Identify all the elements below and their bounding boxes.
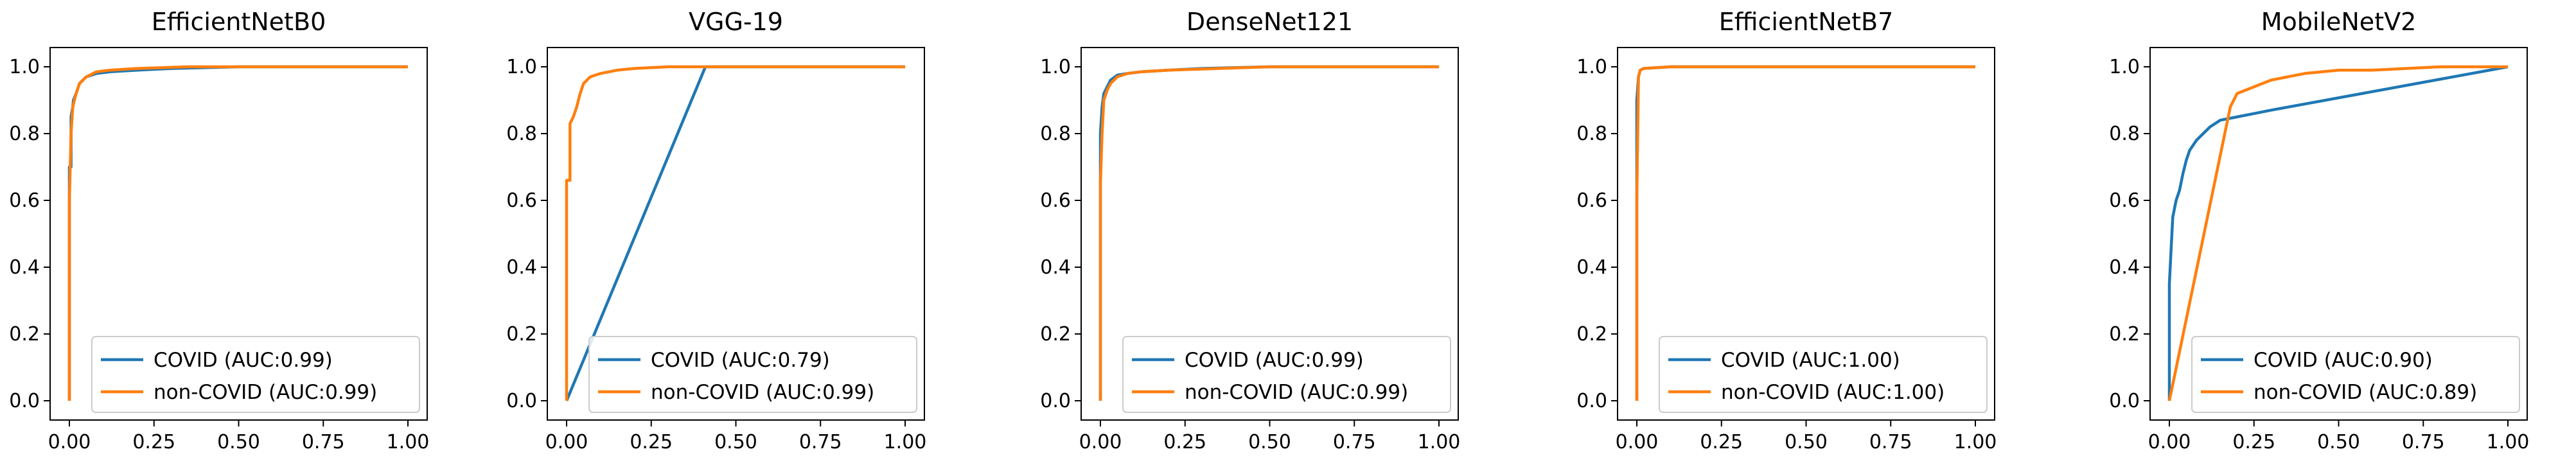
series-line-non-covid — [1635, 65, 1975, 401]
x-tick-label: 0.00 — [1616, 431, 1659, 453]
x-tick-label: 0.75 — [1869, 431, 1912, 453]
legend: COVID (AUC:0.79) non-COVID (AUC:0.99) — [588, 336, 917, 413]
y-tick-label: 0.4 — [1040, 256, 1071, 279]
series-line-non-covid — [565, 65, 905, 401]
series-line-non-covid — [67, 65, 408, 401]
x-tick-label: 1.00 — [1954, 431, 1997, 453]
y-tick-label: 1.0 — [9, 56, 40, 78]
legend-label-non-covid: non-COVID (AUC:0.99) — [651, 381, 874, 404]
x-tick-label: 0.25 — [1163, 431, 1206, 453]
x-tick-label: 0.25 — [630, 431, 673, 453]
legend: COVID (AUC:1.00) non-COVID (AUC:1.00) — [1659, 336, 1988, 413]
legend-box — [1122, 336, 1451, 413]
legend-box — [588, 336, 917, 413]
legend-label-non-covid: non-COVID (AUC:0.99) — [1185, 381, 1408, 404]
x-tick-label: 1.00 — [1418, 431, 1461, 453]
legend-label-covid: COVID (AUC:0.99) — [154, 349, 333, 372]
legend-label-covid: COVID (AUC:0.79) — [651, 349, 830, 372]
y-tick-label: 0.4 — [9, 256, 40, 279]
chart-title: VGG-19 — [689, 8, 783, 36]
y-tick-label: 0.8 — [1040, 123, 1071, 145]
y-tick-label: 0.2 — [2109, 323, 2140, 346]
series-line-covid — [2167, 65, 2509, 401]
y-tick-label: 1.0 — [1576, 56, 1607, 78]
legend-label-non-covid: non-COVID (AUC:0.99) — [154, 381, 377, 404]
x-tick-label: 0.00 — [2148, 431, 2191, 453]
y-tick-label: 0.6 — [2109, 189, 2140, 212]
x-tick-label: 0.75 — [1333, 431, 1376, 453]
legend-label-covid: COVID (AUC:0.90) — [2254, 349, 2433, 372]
y-tick-label: 0.4 — [1576, 256, 1607, 279]
legend-box — [1659, 336, 1988, 413]
legend: COVID (AUC:0.90) non-COVID (AUC:0.89) — [2191, 336, 2520, 413]
x-tick-label: 0.75 — [2402, 431, 2445, 453]
y-tick-label: 0.0 — [506, 390, 537, 412]
chart-title: EfficientNetB7 — [1718, 8, 1894, 36]
y-tick-label: 0.6 — [1576, 189, 1607, 212]
legend-label-non-covid: non-COVID (AUC:0.89) — [2254, 381, 2477, 404]
y-tick-label: 0.0 — [1576, 390, 1607, 412]
chart-title: EfficientNetB0 — [151, 8, 326, 36]
y-tick-label: 0.4 — [506, 256, 537, 279]
chart-title: DenseNet121 — [1186, 8, 1354, 36]
x-tick-label: 0.50 — [1785, 431, 1828, 453]
x-tick-label: 0.25 — [132, 431, 175, 453]
y-tick-label: 0.2 — [506, 323, 537, 346]
y-tick-label: 0.2 — [1040, 323, 1071, 346]
x-tick-label: 0.00 — [1079, 431, 1122, 453]
y-tick-label: 1.0 — [2109, 56, 2140, 78]
y-tick-label: 0.6 — [506, 189, 537, 212]
x-tick-label: 0.00 — [48, 431, 91, 453]
series-line-non-covid — [1098, 65, 1439, 401]
y-tick-label: 0.6 — [1040, 189, 1071, 212]
y-tick-label: 0.0 — [1040, 390, 1071, 412]
y-tick-label: 0.0 — [9, 390, 40, 412]
y-tick-label: 0.8 — [1576, 123, 1607, 145]
x-tick-label: 1.00 — [884, 431, 927, 453]
x-tick-label: 0.50 — [1248, 431, 1291, 453]
y-tick-label: 0.8 — [9, 123, 40, 145]
x-tick-label: 0.50 — [714, 431, 757, 453]
y-tick-label: 0.2 — [9, 323, 40, 346]
x-tick-label: 1.00 — [2487, 431, 2530, 453]
y-tick-label: 0.0 — [2109, 390, 2140, 412]
y-tick-label: 1.0 — [1040, 56, 1071, 78]
legend-label-covid: COVID (AUC:1.00) — [1721, 349, 1900, 372]
y-tick-label: 1.0 — [506, 56, 537, 78]
legend-box — [2191, 336, 2520, 413]
x-tick-label: 1.00 — [387, 431, 430, 453]
legend-box — [91, 336, 420, 413]
legend-label-covid: COVID (AUC:0.99) — [1185, 349, 1364, 372]
x-tick-label: 0.00 — [545, 431, 588, 453]
x-tick-label: 0.75 — [302, 431, 345, 453]
x-tick-label: 0.25 — [2232, 431, 2275, 453]
y-tick-label: 0.4 — [2109, 256, 2140, 279]
chart-title: MobileNetV2 — [2261, 8, 2417, 36]
y-tick-label: 0.6 — [9, 189, 40, 212]
x-tick-label: 0.50 — [217, 431, 260, 453]
x-tick-label: 0.25 — [1700, 431, 1743, 453]
y-tick-label: 0.2 — [1576, 323, 1607, 346]
legend: COVID (AUC:0.99) non-COVID (AUC:0.99) — [91, 336, 420, 413]
y-tick-label: 0.8 — [2109, 123, 2140, 145]
legend: COVID (AUC:0.99) non-COVID (AUC:0.99) — [1122, 336, 1451, 413]
x-tick-label: 0.50 — [2317, 431, 2360, 453]
y-tick-label: 0.8 — [506, 123, 537, 145]
series-line-non-covid — [2167, 65, 2508, 401]
x-tick-label: 0.75 — [799, 431, 842, 453]
legend-label-non-covid: non-COVID (AUC:1.00) — [1721, 381, 1945, 404]
